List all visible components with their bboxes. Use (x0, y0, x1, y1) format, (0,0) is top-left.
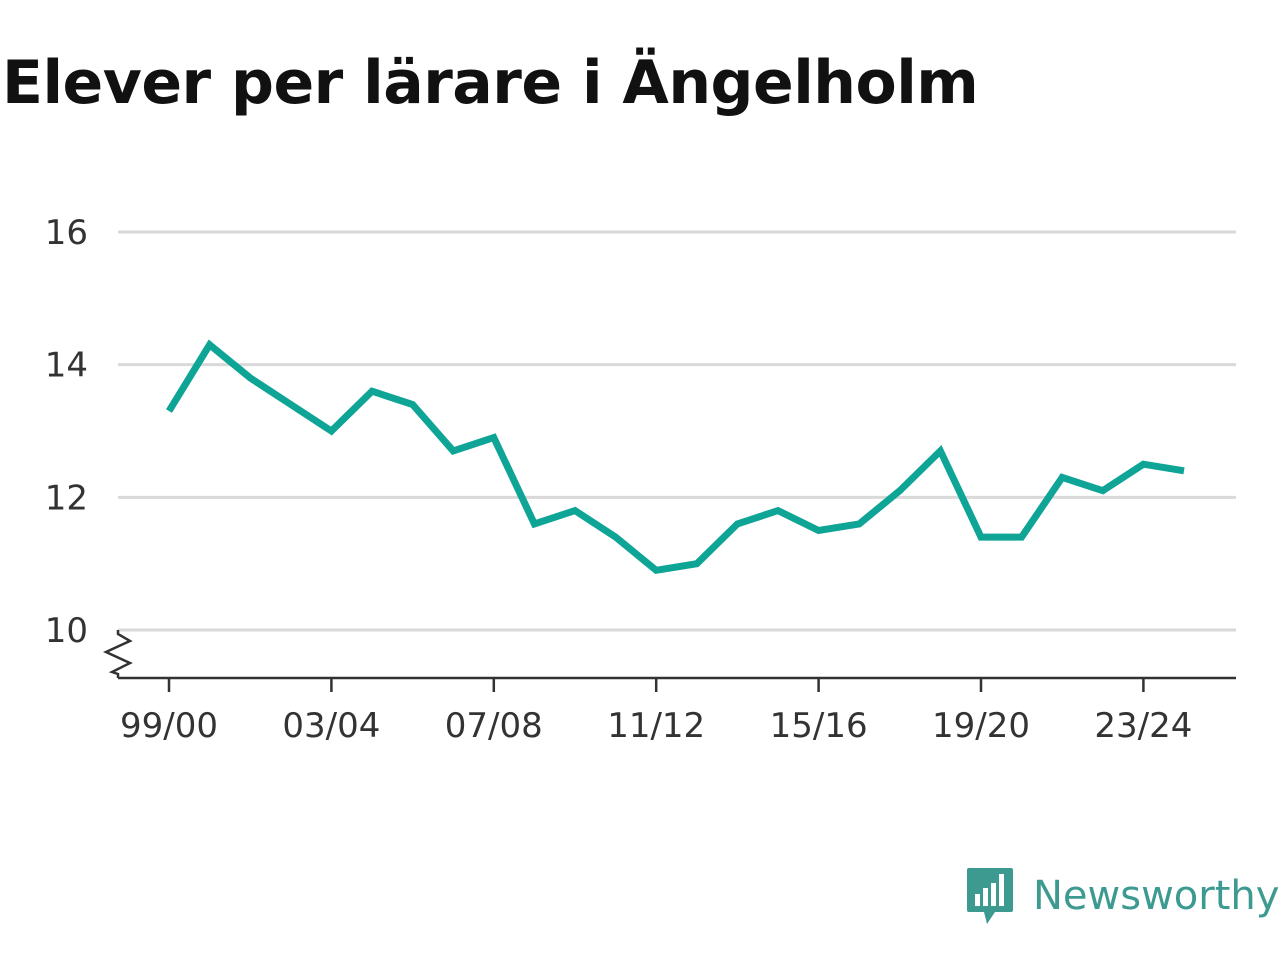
y-axis-ticks: 10 12 14 16 (45, 213, 88, 651)
x-tick-label: 23/24 (1094, 706, 1192, 746)
x-tick-label: 99/00 (120, 706, 218, 746)
chart-title: Elever per lärare i Ängelholm (2, 48, 979, 118)
y-tick-label: 14 (45, 346, 88, 386)
axis-break-line (102, 630, 133, 678)
x-tick-label: 19/20 (932, 706, 1030, 746)
series-line (166, 339, 1185, 575)
series-group (166, 339, 1185, 575)
brand-name: Newsworthy (1033, 873, 1280, 919)
y-tick-label: 12 (45, 478, 88, 518)
y-tick-label: 16 (45, 213, 88, 253)
gridlines (118, 230, 1236, 632)
x-tick-label: 03/04 (282, 706, 380, 746)
x-tick-label: 11/12 (607, 706, 705, 746)
x-tick-label: 07/08 (445, 706, 543, 746)
brand-logo: Newsworthy (965, 866, 1279, 926)
x-axis: 99/00 03/04 07/08 11/12 15/16 19/20 23/24 (118, 676, 1236, 746)
bar-chart-speech-bubble-icon (967, 868, 1013, 924)
y-tick-label: 10 (45, 611, 88, 651)
axis-break-icon (102, 630, 133, 678)
x-tick-label: 15/16 (770, 706, 868, 746)
line-chart: 10 12 14 16 99/00 03/04 07/08 11/12 15/16 19/20 2… (45, 213, 1236, 746)
